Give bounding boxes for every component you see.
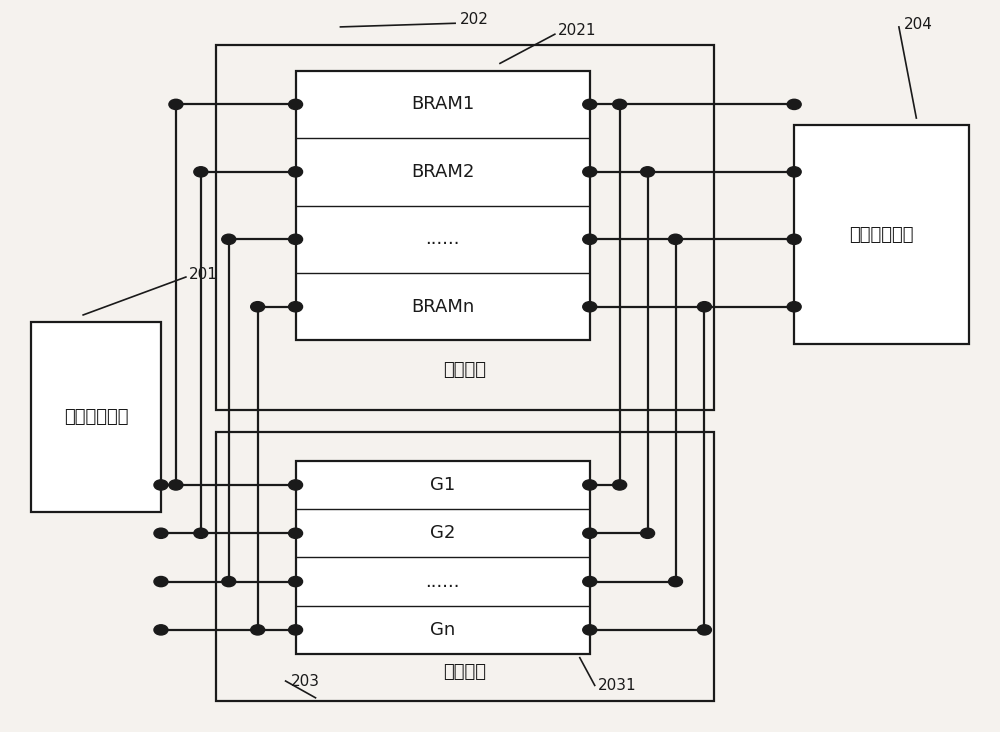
Circle shape bbox=[583, 480, 597, 490]
Circle shape bbox=[697, 625, 711, 635]
Circle shape bbox=[154, 529, 168, 538]
Circle shape bbox=[669, 234, 682, 244]
Text: 数据整合模块: 数据整合模块 bbox=[849, 225, 914, 244]
Circle shape bbox=[289, 625, 303, 635]
Circle shape bbox=[169, 480, 183, 490]
Circle shape bbox=[641, 167, 655, 177]
Text: G2: G2 bbox=[430, 524, 455, 542]
Text: BRAM1: BRAM1 bbox=[411, 95, 474, 113]
Circle shape bbox=[194, 529, 208, 538]
Text: 2031: 2031 bbox=[598, 678, 636, 693]
Text: BRAM2: BRAM2 bbox=[411, 163, 474, 181]
Bar bbox=[296, 461, 590, 654]
Circle shape bbox=[787, 234, 801, 244]
Text: ......: ...... bbox=[425, 231, 460, 248]
Circle shape bbox=[222, 577, 236, 586]
Circle shape bbox=[697, 302, 711, 312]
Circle shape bbox=[289, 480, 303, 490]
Circle shape bbox=[583, 529, 597, 538]
Text: G1: G1 bbox=[430, 476, 455, 494]
Circle shape bbox=[583, 100, 597, 110]
Text: 数据分发模块: 数据分发模块 bbox=[64, 408, 128, 426]
Circle shape bbox=[169, 100, 183, 110]
Circle shape bbox=[289, 577, 303, 586]
Bar bbox=[31, 322, 161, 512]
Bar bbox=[216, 432, 714, 701]
Bar bbox=[296, 71, 590, 340]
Circle shape bbox=[154, 480, 168, 490]
Circle shape bbox=[154, 577, 168, 586]
Circle shape bbox=[583, 302, 597, 312]
Circle shape bbox=[787, 302, 801, 312]
Circle shape bbox=[613, 100, 627, 110]
Text: 201: 201 bbox=[189, 267, 218, 283]
Circle shape bbox=[194, 167, 208, 177]
Circle shape bbox=[583, 577, 597, 586]
Text: BRAMn: BRAMn bbox=[411, 298, 474, 315]
Circle shape bbox=[583, 167, 597, 177]
Circle shape bbox=[289, 167, 303, 177]
Text: 2021: 2021 bbox=[558, 23, 596, 38]
Circle shape bbox=[669, 577, 682, 586]
Circle shape bbox=[289, 302, 303, 312]
Circle shape bbox=[583, 234, 597, 244]
Text: ......: ...... bbox=[425, 572, 460, 591]
Circle shape bbox=[251, 625, 265, 635]
Bar bbox=[216, 45, 714, 410]
Circle shape bbox=[613, 480, 627, 490]
Text: 202: 202 bbox=[460, 12, 489, 27]
Text: 203: 203 bbox=[291, 673, 320, 689]
Text: Gn: Gn bbox=[430, 621, 455, 639]
Circle shape bbox=[787, 100, 801, 110]
Circle shape bbox=[289, 100, 303, 110]
Circle shape bbox=[787, 167, 801, 177]
Circle shape bbox=[641, 529, 655, 538]
Circle shape bbox=[583, 625, 597, 635]
Circle shape bbox=[251, 302, 265, 312]
Circle shape bbox=[154, 625, 168, 635]
Text: 合成模块: 合成模块 bbox=[444, 663, 487, 681]
Text: 204: 204 bbox=[904, 18, 933, 32]
Circle shape bbox=[222, 234, 236, 244]
Circle shape bbox=[289, 529, 303, 538]
Circle shape bbox=[289, 234, 303, 244]
Text: 存储模块: 存储模块 bbox=[444, 361, 487, 378]
Bar bbox=[794, 125, 969, 344]
